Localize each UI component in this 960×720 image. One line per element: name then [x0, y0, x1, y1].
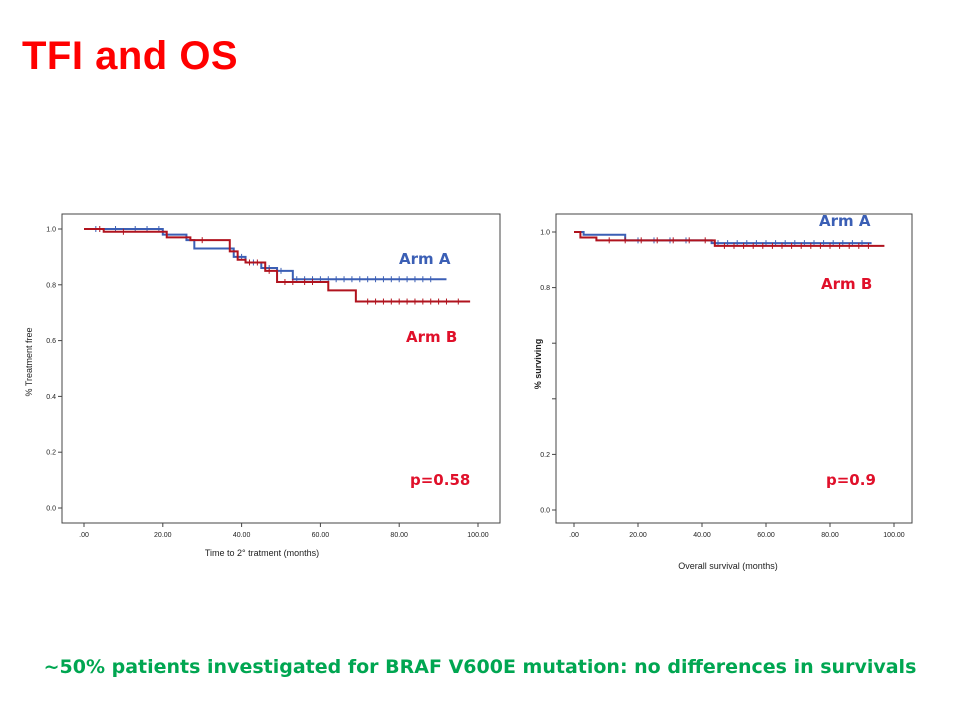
tfi-arm-b-curve — [84, 228, 471, 303]
tfi-x-tick-label: 80.00 — [390, 532, 408, 539]
os-y-tick-label: 0.8 — [540, 285, 550, 292]
tfi-x-tick-label: 60.00 — [312, 532, 330, 539]
tfi-arm-b-label: Arm B — [406, 328, 457, 346]
os-x-tick-label: 80.00 — [821, 532, 839, 539]
tfi-arm-a-label: Arm A — [399, 250, 451, 268]
os-x-tick-label: .00 — [569, 532, 579, 539]
tfi-axis-ticks: .00 20.00 40.00 60.00 80.00 100.00 0.0 0.2 0.4 0.… — [46, 227, 489, 540]
os-x-tick-label: 100.00 — [883, 532, 905, 539]
slide-title: TFI and OS — [22, 34, 239, 78]
tfi-x-tick-label: 100.00 — [467, 532, 489, 539]
tfi-y-tick-label: 0.4 — [46, 394, 56, 401]
tfi-y-tick-label: 0.6 — [46, 338, 56, 345]
footer-note: ~50% patients investigated for BRAF V600… — [43, 656, 917, 678]
os-x-tick-label: 20.00 — [629, 532, 647, 539]
tfi-y-tick-label: 0.0 — [46, 506, 56, 513]
os-series — [574, 231, 885, 249]
tfi-y-axis-label: % Treatment free — [24, 327, 34, 396]
os-arm-b-curve — [574, 231, 885, 247]
tfi-series — [84, 226, 471, 305]
tfi-x-axis-label: Time to 2° tratment (months) — [205, 548, 319, 558]
tfi-p-value: p=0.58 — [410, 471, 470, 489]
tfi-y-tick-label: 0.2 — [46, 450, 56, 457]
os-arm-b-label: Arm B — [821, 275, 872, 293]
tfi-x-tick-label: .00 — [79, 532, 89, 539]
os-x-tick-label: 60.00 — [757, 532, 775, 539]
tfi-y-tick-label: 0.8 — [46, 282, 56, 289]
tfi-chart: .00 20.00 40.00 60.00 80.00 100.00 0.0 0.2 0.4 0.… — [24, 213, 501, 558]
os-axis-ticks: .00 20.00 40.00 60.00 80.00 100.00 0.0 0.2 0.8 1.… — [540, 230, 905, 540]
os-y-axis-label: % surviving — [533, 339, 543, 390]
os-p-value: p=0.9 — [826, 471, 876, 489]
os-y-tick-label: 0.2 — [540, 452, 550, 459]
os-chart: .00 20.00 40.00 60.00 80.00 100.00 0.0 0.2 0.8 1.… — [533, 212, 913, 571]
tfi-y-tick-label: 1.0 — [46, 227, 56, 234]
os-x-axis-label: Overall survival (months) — [678, 561, 778, 571]
os-plot-frame — [555, 213, 913, 524]
os-arm-a-label: Arm A — [819, 212, 871, 230]
os-y-tick-label: 0.0 — [540, 508, 550, 515]
tfi-plot-frame — [61, 213, 501, 524]
tfi-x-tick-label: 40.00 — [233, 532, 251, 539]
tfi-x-tick-label: 20.00 — [154, 532, 172, 539]
os-y-tick-label: 1.0 — [540, 230, 550, 237]
os-x-tick-label: 40.00 — [693, 532, 711, 539]
